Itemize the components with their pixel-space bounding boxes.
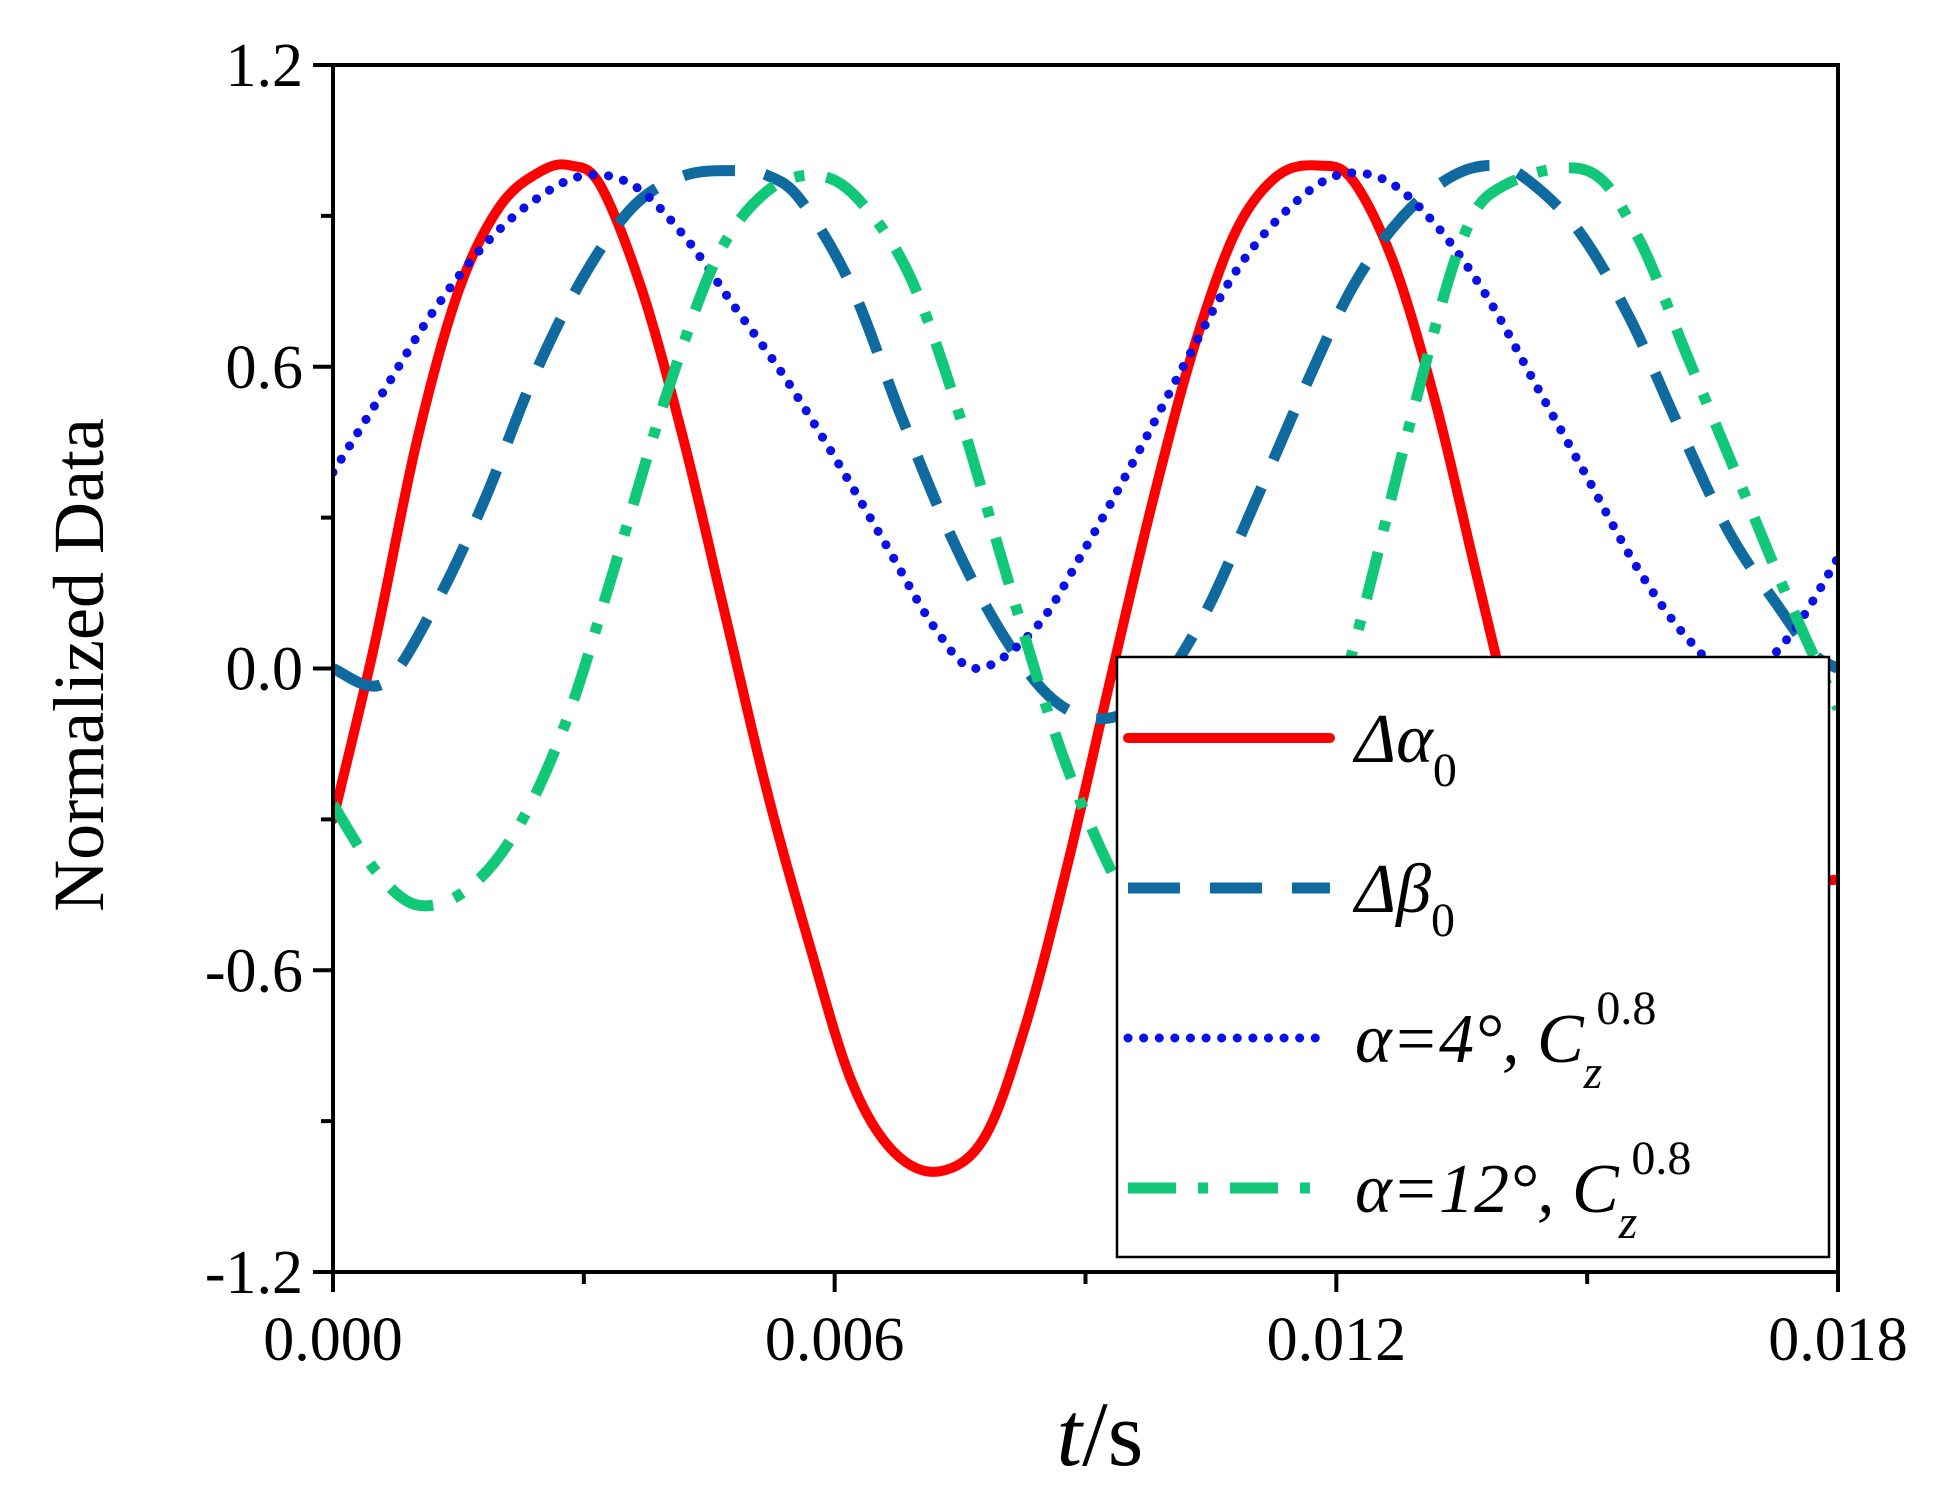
- series-line-2: [333, 159, 1838, 725]
- legend-label-2: Δβ0: [1352, 851, 1455, 947]
- x-tick-label: 0.012: [1267, 1306, 1407, 1374]
- x-tick-label: 0.000: [263, 1306, 403, 1374]
- y-axis-title: Normalized Data: [39, 418, 119, 912]
- x-tick-label: 0.018: [1768, 1306, 1908, 1374]
- series-line-3: [333, 168, 1838, 684]
- legend: Δα0 Δβ0 α=4°, Cz0.8 α=12°, Cz0.8: [1115, 655, 1831, 1259]
- legend-label-1: Δα0: [1352, 701, 1457, 797]
- y-tick-label: -1.2: [205, 1239, 303, 1307]
- series-line-4: [333, 162, 1838, 979]
- y-tick-label: 1.2: [226, 32, 304, 100]
- y-tick-label: 0.0: [226, 636, 304, 704]
- legend-label-4: α=12°, Cz0.8: [1355, 1132, 1691, 1249]
- x-axis-title-variable: t: [1057, 1383, 1085, 1485]
- y-tick-label: 0.6: [226, 334, 304, 402]
- x-axis-title: t/s: [1057, 1383, 1144, 1485]
- legend-box: [1115, 655, 1831, 1259]
- legend-label-3: α=4°, Cz0.8: [1355, 982, 1656, 1099]
- ticks-layer: 0.000 0.006 0.012 0.018 -1.2 -0.6 0.0 0.6 1.2: [205, 32, 1908, 1374]
- y-tick-label: -0.6: [205, 937, 303, 1005]
- x-axis-title-unit: /s: [1082, 1383, 1143, 1485]
- x-tick-label: 0.006: [765, 1306, 905, 1374]
